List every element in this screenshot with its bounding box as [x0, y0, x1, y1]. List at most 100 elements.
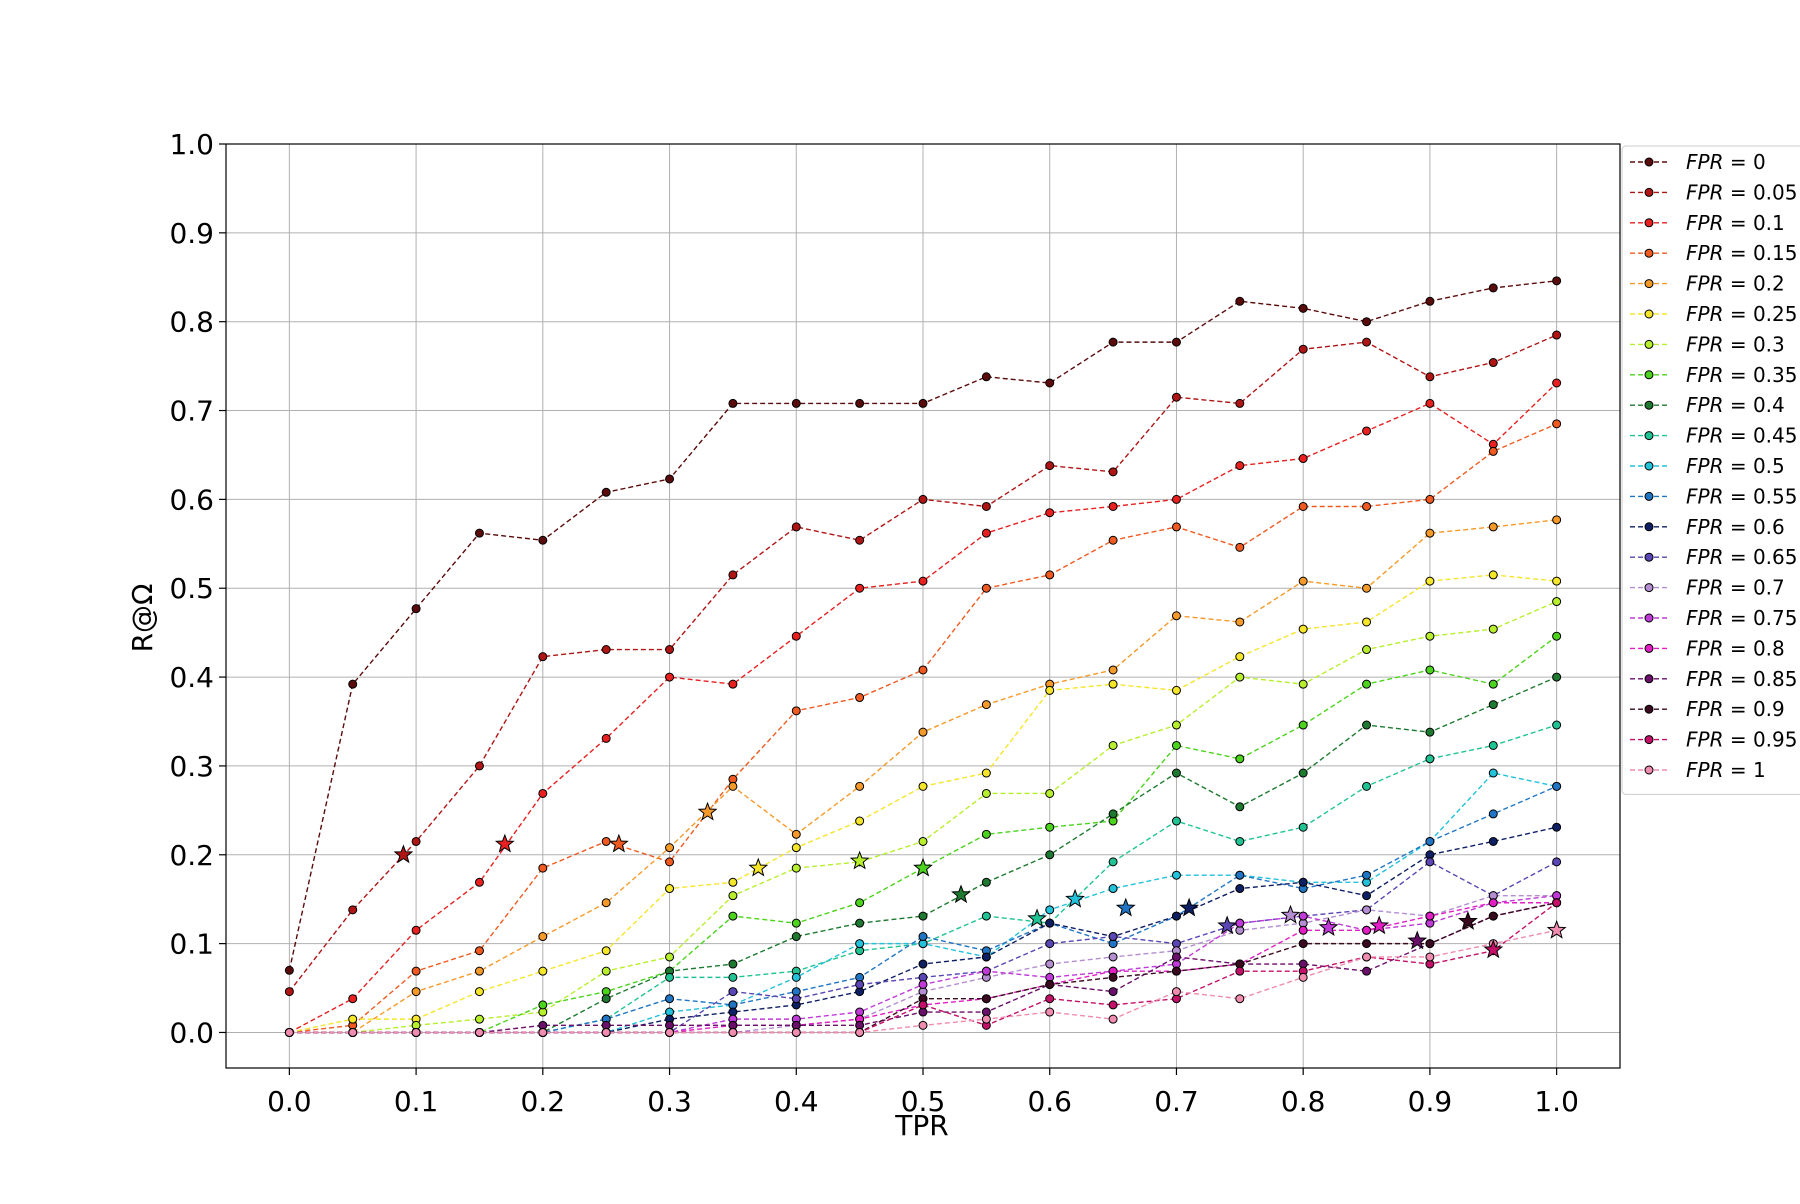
data-point	[791, 932, 801, 942]
legend-label: FPR = 0.2	[1686, 272, 1785, 296]
legend-item: FPR = 0.45	[1630, 424, 1797, 448]
data-point	[601, 487, 611, 497]
legend-label: FPR = 0.45	[1686, 424, 1797, 448]
y-tick-label: 0.1	[169, 928, 214, 961]
data-point	[665, 857, 675, 867]
data-point	[1235, 884, 1245, 894]
data-point	[601, 836, 611, 846]
data-point	[1488, 809, 1498, 819]
x-tick-label: 0.7	[1154, 1085, 1199, 1118]
data-point	[1045, 788, 1055, 798]
star-marker	[913, 857, 933, 877]
data-point	[411, 1027, 421, 1037]
data-point	[1552, 720, 1562, 730]
data-point	[981, 528, 991, 538]
x-tick-label: 0.4	[774, 1085, 819, 1118]
data-point	[1108, 501, 1118, 511]
data-point	[981, 372, 991, 382]
star-marker	[1546, 919, 1567, 939]
star-marker	[1483, 939, 1504, 959]
data-point	[1488, 911, 1498, 921]
y-tick-label: 0.2	[169, 839, 214, 872]
data-point	[1171, 966, 1181, 976]
data-point	[1171, 816, 1181, 826]
data-point	[1362, 939, 1372, 949]
data-point	[1488, 679, 1498, 689]
data-point	[1425, 528, 1435, 538]
data-point	[1108, 952, 1118, 962]
data-point	[1552, 822, 1562, 832]
data-point	[1362, 583, 1372, 593]
plot-frame	[225, 143, 1621, 1069]
data-point	[1108, 932, 1118, 942]
data-point	[601, 966, 611, 976]
data-point	[1171, 337, 1181, 347]
data-point	[1488, 768, 1498, 778]
data-point	[1362, 952, 1372, 962]
legend-marker	[1644, 704, 1654, 714]
legend-marker	[1644, 643, 1654, 653]
data-point	[1235, 870, 1245, 880]
legend: FPR = 0 FPR = 0.05 FPR = 0.1 FPR = 0.15 FPR …	[1621, 145, 1800, 795]
data-point	[791, 863, 801, 873]
series-0.05	[284, 330, 1562, 997]
data-point	[728, 398, 738, 408]
data-point	[1171, 685, 1181, 695]
data-point	[665, 972, 675, 982]
data-point	[1171, 522, 1181, 532]
legend-marker	[1644, 218, 1654, 228]
data-point	[1298, 768, 1308, 778]
y-tick-label: 1.0	[169, 128, 214, 161]
legend-item: FPR = 0.95	[1630, 728, 1797, 752]
legend-marker	[1644, 339, 1654, 349]
data-point	[1045, 570, 1055, 580]
data-point	[1362, 617, 1372, 627]
data-point	[1045, 822, 1055, 832]
data-point	[1552, 631, 1562, 641]
data-point	[601, 994, 611, 1004]
data-point	[1171, 494, 1181, 504]
legend-item: FPR = 0.3	[1630, 332, 1785, 356]
data-point	[1298, 877, 1308, 887]
legend-label: FPR = 0.3	[1686, 332, 1785, 356]
data-point	[1298, 303, 1308, 313]
data-point	[474, 1014, 484, 1024]
data-point	[1108, 972, 1118, 982]
data-point	[1171, 768, 1181, 778]
data-point	[1045, 939, 1055, 949]
data-point	[1235, 398, 1245, 408]
data-point	[284, 1027, 294, 1037]
data-point	[1045, 994, 1055, 1004]
data-point	[1362, 870, 1372, 880]
data-point	[1235, 672, 1245, 682]
legend-label: FPR = 0.6	[1686, 515, 1785, 539]
legend-item: FPR = 0.8	[1630, 636, 1785, 660]
data-point	[981, 952, 991, 962]
data-point	[855, 693, 865, 703]
series-0.3	[284, 597, 1562, 1037]
y-tick-label: 0.7	[169, 395, 214, 428]
data-point	[1425, 939, 1435, 949]
data-point	[1045, 979, 1055, 989]
legend-marker	[1644, 765, 1654, 775]
data-point	[1425, 857, 1435, 867]
legend-label: FPR = 0.75	[1686, 606, 1797, 630]
x-tick-label: 0.3	[647, 1085, 692, 1118]
data-point	[474, 1027, 484, 1037]
data-point	[791, 1027, 801, 1037]
data-point	[1425, 952, 1435, 962]
data-point	[284, 987, 294, 997]
data-point	[791, 994, 801, 1004]
x-tick-label: 1.0	[1534, 1085, 1579, 1118]
legend-item: FPR = 0.75	[1630, 606, 1797, 630]
data-point	[1298, 454, 1308, 464]
data-point	[1362, 426, 1372, 436]
data-point	[601, 1027, 611, 1037]
data-point	[791, 522, 801, 532]
y-tick-label: 0.3	[169, 750, 214, 783]
data-point	[1362, 891, 1372, 901]
data-point	[1108, 884, 1118, 894]
data-point	[1298, 925, 1308, 935]
data-point	[918, 836, 928, 846]
